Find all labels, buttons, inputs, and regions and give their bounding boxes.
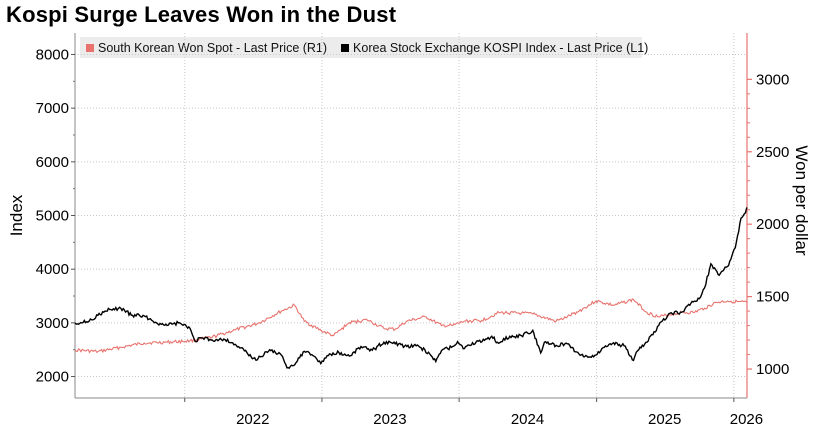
left-tick-label-6000: 6000: [36, 154, 69, 171]
legend-label-kospi: Korea Stock Exchange KOSPI Index - Last …: [353, 40, 649, 55]
axes: [71, 33, 752, 402]
legend-entry-won: South Korean Won Spot - Last Price (R1): [86, 41, 327, 55]
legend-entry-kospi: Korea Stock Exchange KOSPI Index - Last …: [341, 41, 648, 55]
x-tick-label-2026: 2026: [730, 411, 763, 428]
left-tick-label-8000: 8000: [36, 46, 69, 63]
left-axis-title: Index: [7, 194, 26, 236]
series-line-won: [74, 298, 748, 354]
series-line-kospi: [74, 207, 748, 370]
legend-swatch-kospi: [341, 43, 350, 52]
right-tick-label-2500: 2500: [756, 144, 789, 161]
legend-swatch-won: [86, 43, 94, 52]
left-tick-label-2000: 2000: [36, 369, 69, 386]
right-tick-label-1500: 1500: [756, 289, 789, 306]
left-tick-label-5000: 5000: [36, 208, 69, 225]
left-tick-label-4000: 4000: [36, 261, 69, 278]
legend: South Korean Won Spot - Last Price (R1) …: [80, 37, 648, 58]
chart-title: Kospi Surge Leaves Won in the Dust: [6, 2, 397, 27]
right-tick-label-2000: 2000: [756, 216, 789, 233]
right-tick-label-1000: 1000: [756, 361, 789, 378]
x-tick-label-2025: 2025: [648, 411, 681, 428]
legend-label-won: South Korean Won Spot - Last Price (R1): [98, 40, 328, 55]
grid: [75, 33, 747, 398]
x-tick-label-2024: 2024: [511, 411, 544, 428]
right-tick-label-3000: 3000: [756, 71, 789, 88]
right-axis-title: Won per dollar: [792, 145, 811, 256]
x-tick-label-2022: 2022: [236, 411, 269, 428]
left-tick-label-3000: 3000: [36, 315, 69, 332]
left-tick-label-7000: 7000: [36, 100, 69, 117]
labels: 2000 3000 4000 5000 6000 7000 8000 1000 1500 2000…: [7, 46, 811, 428]
series-layer: [74, 207, 748, 370]
x-tick-label-2023: 2023: [373, 411, 406, 428]
